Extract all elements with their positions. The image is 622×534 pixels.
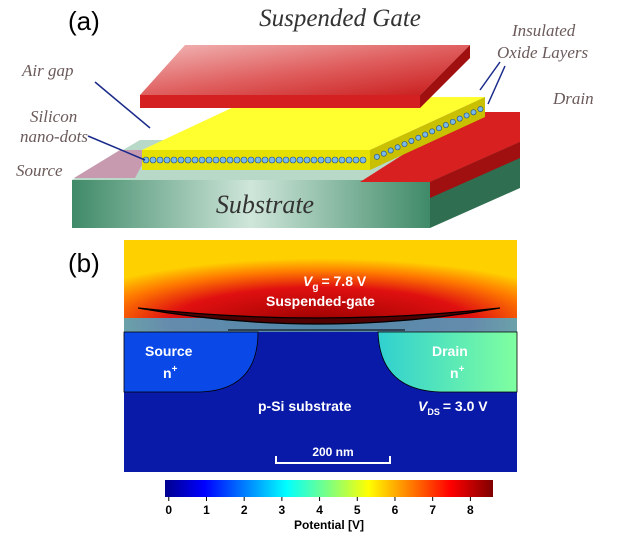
oxide-label: Oxide Layers xyxy=(497,43,589,62)
nano-dot xyxy=(471,110,476,115)
oxide-label: Insulated xyxy=(511,21,576,40)
nano-dots-label: nano-dots xyxy=(20,127,88,146)
nano-dot xyxy=(171,157,177,163)
colorbar-tick-label: 7 xyxy=(429,503,436,517)
nano-dot xyxy=(297,157,303,163)
nano-dot xyxy=(360,157,366,163)
colorbar-tick-label: 3 xyxy=(279,503,286,517)
colorbar-tick-label: 8 xyxy=(467,503,474,517)
nano-dot xyxy=(199,157,205,163)
nano-dot xyxy=(381,151,386,156)
nano-dot xyxy=(227,157,233,163)
nano-dot xyxy=(192,157,198,163)
nano-dot xyxy=(318,157,324,163)
gate-top xyxy=(140,45,470,95)
subscript: g xyxy=(312,282,318,293)
gate-front xyxy=(140,95,420,108)
nano-dot xyxy=(178,157,184,163)
nano-dot xyxy=(157,157,163,163)
nano-dot xyxy=(150,157,156,163)
nano-dot xyxy=(353,157,359,163)
nano-dot xyxy=(220,157,226,163)
colorbar-tick-label: 6 xyxy=(392,503,399,517)
nano-dot xyxy=(164,157,170,163)
nano-dot xyxy=(395,145,400,150)
figure: (a) Suspended Gate Substrate Air gap Sil… xyxy=(0,0,622,534)
superscript: + xyxy=(459,364,465,375)
doping: n xyxy=(450,365,459,381)
colorbar-tick-label: 4 xyxy=(316,503,323,517)
nano-dot xyxy=(234,157,240,163)
value: = 3.0 V xyxy=(443,398,488,414)
nano-dot xyxy=(423,132,428,137)
drain-label: Drain xyxy=(552,89,594,108)
nano-dot xyxy=(304,157,310,163)
nano-dot xyxy=(388,148,393,153)
nano-dot xyxy=(290,157,296,163)
nano-dot xyxy=(436,126,441,131)
subscript: DS xyxy=(427,407,440,417)
nano-dot xyxy=(241,157,247,163)
colorbar-tick-label: 1 xyxy=(203,503,210,517)
superscript: + xyxy=(172,364,178,375)
colorbar-tick-label: 2 xyxy=(241,503,248,517)
nano-dot xyxy=(464,113,469,118)
nano-dot xyxy=(478,107,483,112)
nano-dot xyxy=(416,135,421,140)
nano-dot xyxy=(450,119,455,124)
colorbar-label: Potential [V] xyxy=(294,518,364,532)
nano-dot xyxy=(206,157,212,163)
substrate-label: p-Si substrate xyxy=(258,398,352,414)
nano-dot xyxy=(283,157,289,163)
colorbar-tick-label: 5 xyxy=(354,503,361,517)
nano-dot xyxy=(409,138,414,143)
nano-dot xyxy=(443,122,448,127)
drain-label: Drain xyxy=(432,343,468,359)
scale-bar-label: 200 nm xyxy=(312,445,353,459)
value: = 7.8 V xyxy=(321,273,366,289)
nano-dot xyxy=(213,157,219,163)
source-label: Source xyxy=(16,161,63,180)
doping: n xyxy=(163,365,172,381)
nano-dot xyxy=(374,154,379,159)
nano-dot xyxy=(457,116,462,121)
nano-dot xyxy=(185,157,191,163)
gate-label: Suspended-gate xyxy=(266,293,375,309)
colorbar-tick-label: 0 xyxy=(165,503,172,517)
colorbar-ticks: 0 1 2 3 4 5 6 7 8 xyxy=(165,497,474,517)
nano-dot xyxy=(255,157,261,163)
panel-label: (b) xyxy=(68,248,100,278)
gate-title: Suspended Gate xyxy=(259,5,421,32)
colorbar xyxy=(165,480,493,497)
nano-dot xyxy=(262,157,268,163)
nano-dot xyxy=(248,157,254,163)
nano-dot xyxy=(430,129,435,134)
nano-dot xyxy=(332,157,338,163)
air-gap-label: Air gap xyxy=(21,61,73,80)
source-label: Source xyxy=(145,343,193,359)
substrate-label: Substrate xyxy=(216,190,314,219)
nano-dot xyxy=(339,157,345,163)
nano-dot xyxy=(269,157,275,163)
nano-dot xyxy=(346,157,352,163)
nano-dot xyxy=(402,142,407,147)
nano-dot xyxy=(311,157,317,163)
nano-dots-label: Silicon xyxy=(30,107,77,126)
page: (a) Suspended Gate Substrate Air gap Sil… xyxy=(0,0,622,534)
nano-dot xyxy=(276,157,282,163)
nano-dot xyxy=(325,157,331,163)
panel-label: (a) xyxy=(68,6,100,36)
